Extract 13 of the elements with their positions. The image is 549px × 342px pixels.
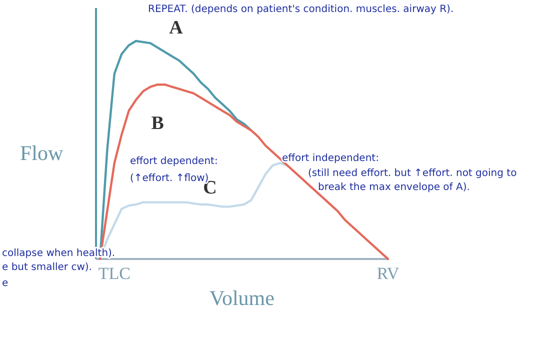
series-label: A — [169, 17, 184, 38]
text: REPEAT. (depends on patient's condition. muscles. airway R). — [148, 4, 454, 15]
annotation: effort independent: — [282, 153, 379, 164]
series-label: B — [151, 112, 164, 134]
y-axis-title: Flow — [20, 141, 64, 165]
annotation: (still need effort. but ↑effort. not going to — [308, 168, 517, 179]
text: e but smaller cw). — [2, 262, 92, 273]
x-axis-title: Volume — [210, 286, 274, 310]
annotation: effort dependent: — [130, 156, 218, 167]
text: e — [2, 278, 8, 289]
x-tick-label: RV — [376, 264, 400, 283]
annotation: break the max envelope of A). — [318, 182, 470, 193]
x-tick-label: TLC — [98, 264, 130, 283]
